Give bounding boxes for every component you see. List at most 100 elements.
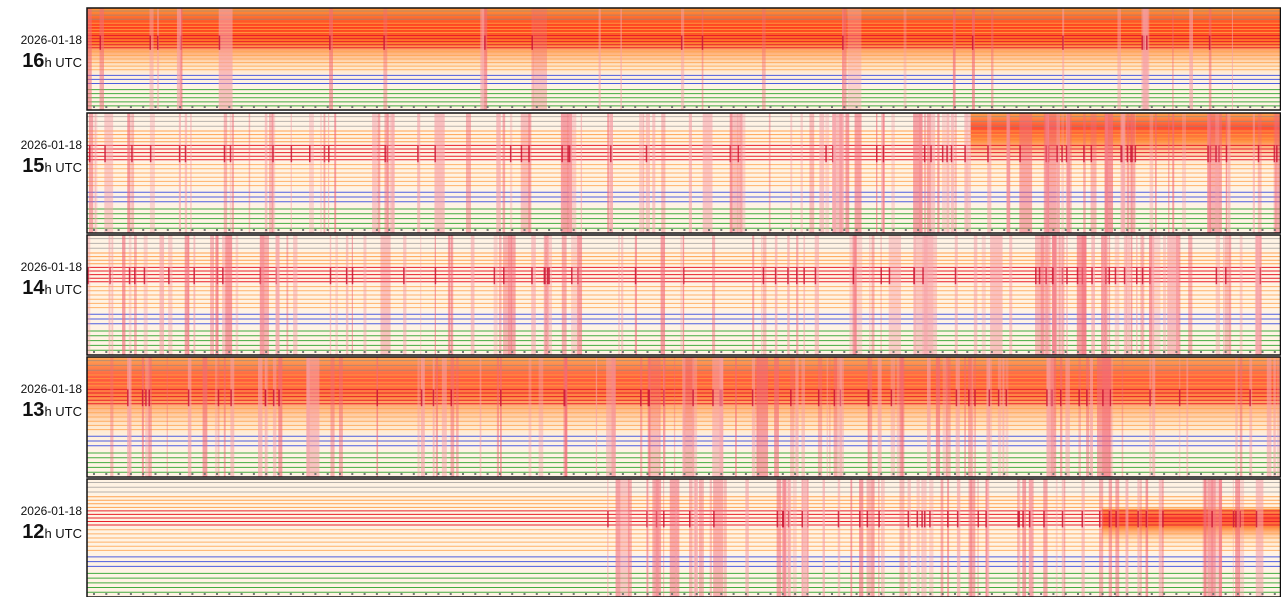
event-core [377, 389, 379, 406]
event-stripe [167, 357, 168, 477]
event-core [193, 267, 195, 284]
hour-value: 15 [22, 155, 44, 177]
event-core [803, 267, 805, 284]
time-tick [191, 473, 193, 475]
event-core [880, 267, 882, 284]
event-stripe [774, 357, 779, 477]
time-tick [929, 106, 931, 108]
time-tick [733, 593, 735, 595]
event-stripe [1225, 235, 1229, 355]
event-stripe [756, 357, 759, 477]
time-tick [167, 351, 169, 353]
event-stripe [639, 113, 643, 233]
event-stripe [456, 357, 459, 477]
time-tick [585, 229, 587, 231]
time-tick [671, 229, 673, 231]
time-tick [622, 473, 624, 475]
time-tick [1200, 473, 1202, 475]
event-stripe [144, 235, 148, 355]
event-stripe [531, 235, 536, 355]
date-label: 2026-01-18 [21, 33, 83, 47]
event-core [930, 145, 932, 162]
time-tick [155, 106, 157, 108]
event-core [956, 389, 958, 406]
event-stripe [847, 8, 861, 110]
time-tick [647, 351, 649, 353]
time-tick [118, 473, 120, 475]
event-core [1120, 145, 1122, 162]
time-tick [831, 106, 833, 108]
time-tick [511, 106, 513, 108]
time-tick [1212, 106, 1214, 108]
event-core [1179, 389, 1181, 406]
event-stripe [621, 235, 623, 355]
time-tick [733, 473, 735, 475]
time-tick [634, 229, 636, 231]
event-core [1022, 511, 1024, 528]
time-tick [1126, 106, 1128, 108]
time-tick [339, 229, 341, 231]
event-stripe [1102, 357, 1110, 477]
time-tick [376, 106, 378, 108]
event-core [663, 511, 665, 528]
date-label: 2026-01-18 [21, 504, 83, 518]
panel [87, 235, 1281, 355]
event-stripe [1007, 113, 1010, 233]
time-tick [1249, 473, 1251, 475]
time-tick [130, 229, 132, 231]
event-stripe [652, 113, 655, 233]
time-tick [893, 593, 895, 595]
event-core [168, 267, 170, 284]
event-core [100, 36, 102, 50]
time-tick [991, 473, 993, 475]
event-core [790, 389, 792, 406]
time-tick [782, 351, 784, 353]
event-stripe [1109, 479, 1112, 597]
event-stripe [606, 357, 616, 477]
hour-unit: h UTC [44, 160, 82, 175]
time-tick [425, 106, 427, 108]
event-core [145, 389, 147, 406]
time-tick [560, 229, 562, 231]
event-stripe [562, 235, 567, 355]
time-tick [1225, 229, 1227, 231]
event-stripe [1043, 479, 1047, 597]
event-stripe [110, 357, 113, 477]
event-stripe [372, 113, 377, 233]
event-stripe [702, 8, 704, 110]
time-tick [474, 229, 476, 231]
time-tick [499, 593, 501, 595]
time-tick [1274, 593, 1276, 595]
event-core [1142, 267, 1144, 284]
event-core [1019, 145, 1021, 162]
time-tick [659, 473, 661, 475]
time-tick [351, 351, 353, 353]
event-stripe [972, 8, 975, 110]
event-stripe [924, 479, 927, 597]
event-stripe [889, 235, 901, 355]
event-stripe [900, 357, 904, 477]
event-stripe [917, 479, 920, 597]
time-tick [942, 593, 944, 595]
time-tick [819, 351, 821, 353]
event-stripe [607, 479, 608, 597]
time-tick [1139, 106, 1141, 108]
event-stripe [1168, 113, 1169, 233]
event-stripe [499, 235, 502, 355]
event-stripe [215, 235, 218, 355]
event-core [853, 267, 855, 284]
time-tick [647, 473, 649, 475]
time-tick [93, 351, 95, 353]
time-tick [905, 229, 907, 231]
time-tick [216, 351, 218, 353]
time-tick [437, 229, 439, 231]
event-stripe [922, 235, 933, 355]
event-stripe [990, 235, 1002, 355]
event-stripe [383, 8, 387, 110]
time-tick [450, 106, 452, 108]
time-tick [1126, 229, 1128, 231]
event-stripe [615, 479, 620, 597]
event-core [607, 511, 609, 528]
event-stripe [763, 235, 767, 355]
event-stripe [1086, 357, 1089, 477]
